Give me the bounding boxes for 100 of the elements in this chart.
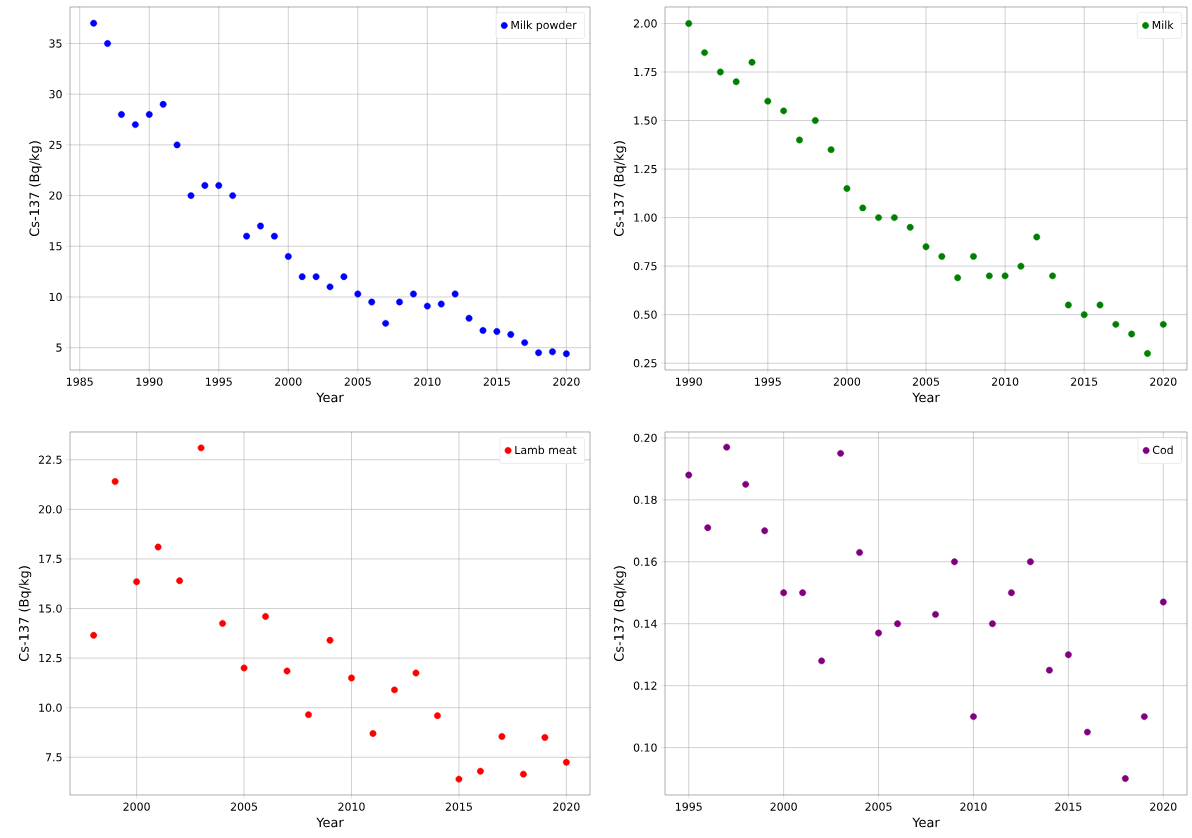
point (340, 273, 348, 281)
point (890, 214, 898, 221)
point (154, 543, 162, 551)
y-tick-label: 2.00 (633, 19, 657, 28)
point (685, 471, 693, 479)
point (465, 314, 473, 322)
point (1128, 330, 1136, 338)
point (507, 331, 515, 338)
point (326, 283, 334, 291)
x-tick-label: 1985 (67, 377, 93, 386)
x-tick-label: 2020 (553, 377, 580, 386)
point (843, 185, 851, 192)
point (283, 667, 291, 675)
point (970, 713, 977, 721)
y-tick-label: 12.5 (39, 653, 62, 663)
point (131, 121, 139, 128)
y-tick-label: 7.5 (45, 753, 62, 762)
y-tick-label: 0.12 (633, 681, 657, 690)
point (498, 733, 506, 740)
point (477, 767, 484, 775)
point (479, 327, 487, 334)
point (412, 669, 420, 677)
point (701, 49, 708, 56)
x-tick-label: 2015 (483, 377, 510, 386)
point (541, 734, 549, 741)
y-tick-label: 0.20 (633, 433, 657, 443)
y-tick-label: 10.0 (39, 703, 62, 712)
point (1083, 728, 1091, 736)
point (742, 480, 750, 488)
x-tick-label: 2000 (770, 802, 797, 811)
point (201, 182, 209, 189)
point (894, 620, 901, 628)
point (535, 349, 542, 357)
x-tick-label: 1995 (755, 377, 781, 386)
x-tick-label: 2000 (123, 802, 150, 811)
y-tick-label: 20 (49, 191, 62, 200)
point (145, 111, 153, 118)
x-tick-label: 2010 (960, 802, 987, 811)
y-tick-label: 22.5 (38, 455, 62, 464)
point (369, 730, 377, 737)
x-tick-label: 2005 (230, 802, 258, 811)
point (562, 758, 570, 766)
x-tick-label: 2015 (1071, 377, 1098, 386)
y-tick-label: 15.0 (39, 604, 62, 613)
x-axis-title: Year (912, 817, 940, 828)
point (1140, 713, 1148, 721)
x-tick-label: 2020 (553, 802, 580, 811)
x-tick-label: 2005 (912, 377, 939, 386)
point (1121, 775, 1129, 782)
point (764, 97, 772, 105)
y-tick-label: 0.16 (633, 557, 657, 566)
point (1144, 350, 1151, 357)
point (262, 613, 269, 620)
x-axis-title: Year (316, 817, 344, 828)
point (1080, 311, 1088, 319)
x-tick-label: 2020 (1150, 377, 1177, 386)
point (811, 117, 819, 124)
point (818, 657, 826, 665)
point (1112, 320, 1120, 328)
point (985, 272, 993, 280)
point (951, 558, 958, 566)
point (970, 253, 977, 260)
point (954, 274, 962, 282)
point (368, 298, 376, 306)
x-tick-label: 2020 (1150, 802, 1177, 811)
point (354, 290, 362, 298)
x-tick-label: 2005 (344, 377, 371, 386)
x-tick-label: 2010 (991, 377, 1019, 386)
x-tick-label: 1990 (136, 377, 163, 386)
point (1159, 598, 1167, 606)
point (133, 578, 141, 586)
y-axis-title: Cs-137 (Bq/kg) (613, 141, 627, 237)
point (761, 527, 769, 535)
y-tick-label: 0.50 (633, 310, 657, 319)
point (243, 232, 250, 240)
point (423, 302, 431, 310)
y-tick-label: 20.0 (38, 505, 62, 514)
point (549, 348, 556, 356)
y-tick-label: 30 (49, 90, 62, 99)
x-tick-label: 2010 (414, 377, 441, 386)
y-tick-label: 1.75 (634, 67, 657, 77)
point (90, 19, 98, 27)
point (173, 141, 181, 149)
y-tick-label: 35 (49, 39, 62, 48)
point (1001, 272, 1009, 280)
point (270, 232, 278, 240)
y-tick-label: 0.75 (633, 261, 657, 271)
point (989, 620, 996, 628)
point (215, 182, 223, 189)
point (240, 664, 248, 672)
point (827, 146, 835, 154)
x-tick-label: 2005 (865, 802, 892, 811)
point (799, 589, 807, 597)
point (229, 192, 237, 199)
point (382, 319, 390, 327)
y-tick-label: 0.25 (633, 359, 657, 368)
y-tick-label: 10 (49, 292, 62, 302)
point (187, 192, 195, 199)
point (938, 253, 946, 260)
point (348, 674, 355, 682)
